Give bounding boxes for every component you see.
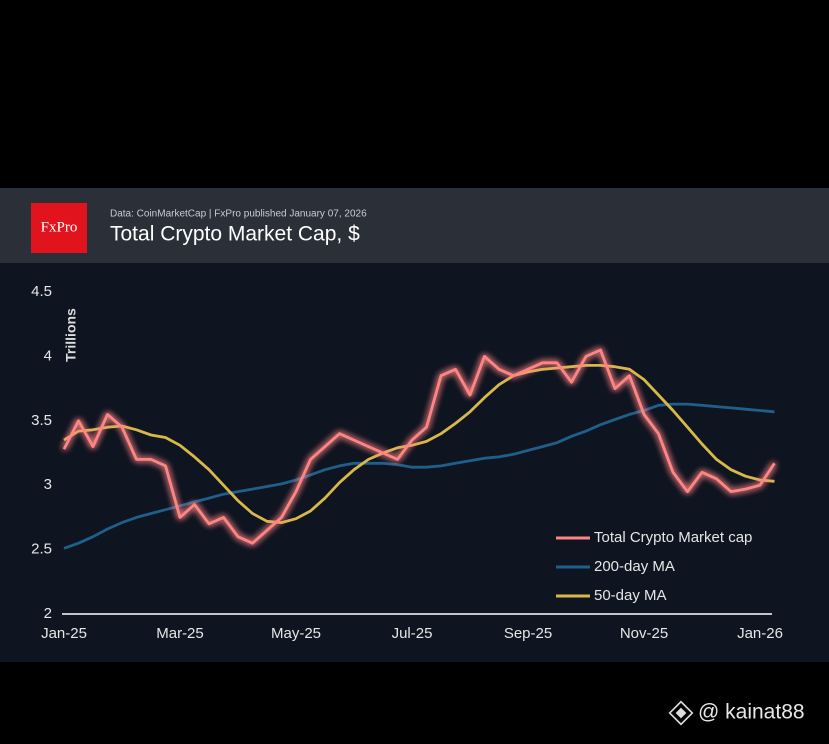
x-tick-label: Mar-25 [156, 625, 204, 642]
x-tick-label: May-25 [271, 625, 321, 642]
legend-label: 50-day MA [594, 587, 667, 604]
x-tick-label: Sep-25 [504, 625, 552, 642]
y-tick-label: 2 [44, 605, 52, 622]
plot-background [0, 263, 829, 662]
watermark-icon [668, 700, 694, 726]
legend-label: Total Crypto Market cap [594, 529, 752, 546]
logo-box [31, 203, 87, 253]
y-axis-label: Trillions [63, 308, 79, 362]
series-line [63, 402, 775, 550]
watermark: @ kainat88 [668, 700, 805, 726]
y-tick-label: 4 [44, 347, 52, 364]
series-line [63, 364, 775, 524]
legend-label: 200-day MA [594, 558, 675, 575]
series-line [62, 348, 776, 545]
header-band [0, 188, 829, 263]
watermark-text: @ kainat88 [698, 701, 805, 724]
x-tick-label: Jan-26 [737, 625, 783, 642]
logo: FxPro [41, 219, 78, 235]
x-tick-label: Nov-25 [620, 625, 668, 642]
y-tick-label: 3 [44, 476, 52, 493]
chart-title: Total Crypto Market Cap, $ [110, 223, 360, 246]
chart-subtitle: Data: CoinMarketCap | FxPro published Ja… [110, 209, 367, 220]
x-tick-label: Jul-25 [392, 625, 433, 642]
x-tick-label: Jan-25 [41, 625, 87, 642]
y-tick-label: 2.5 [31, 541, 52, 558]
y-tick-label: 4.5 [31, 283, 52, 300]
y-tick-label: 3.5 [31, 412, 52, 429]
